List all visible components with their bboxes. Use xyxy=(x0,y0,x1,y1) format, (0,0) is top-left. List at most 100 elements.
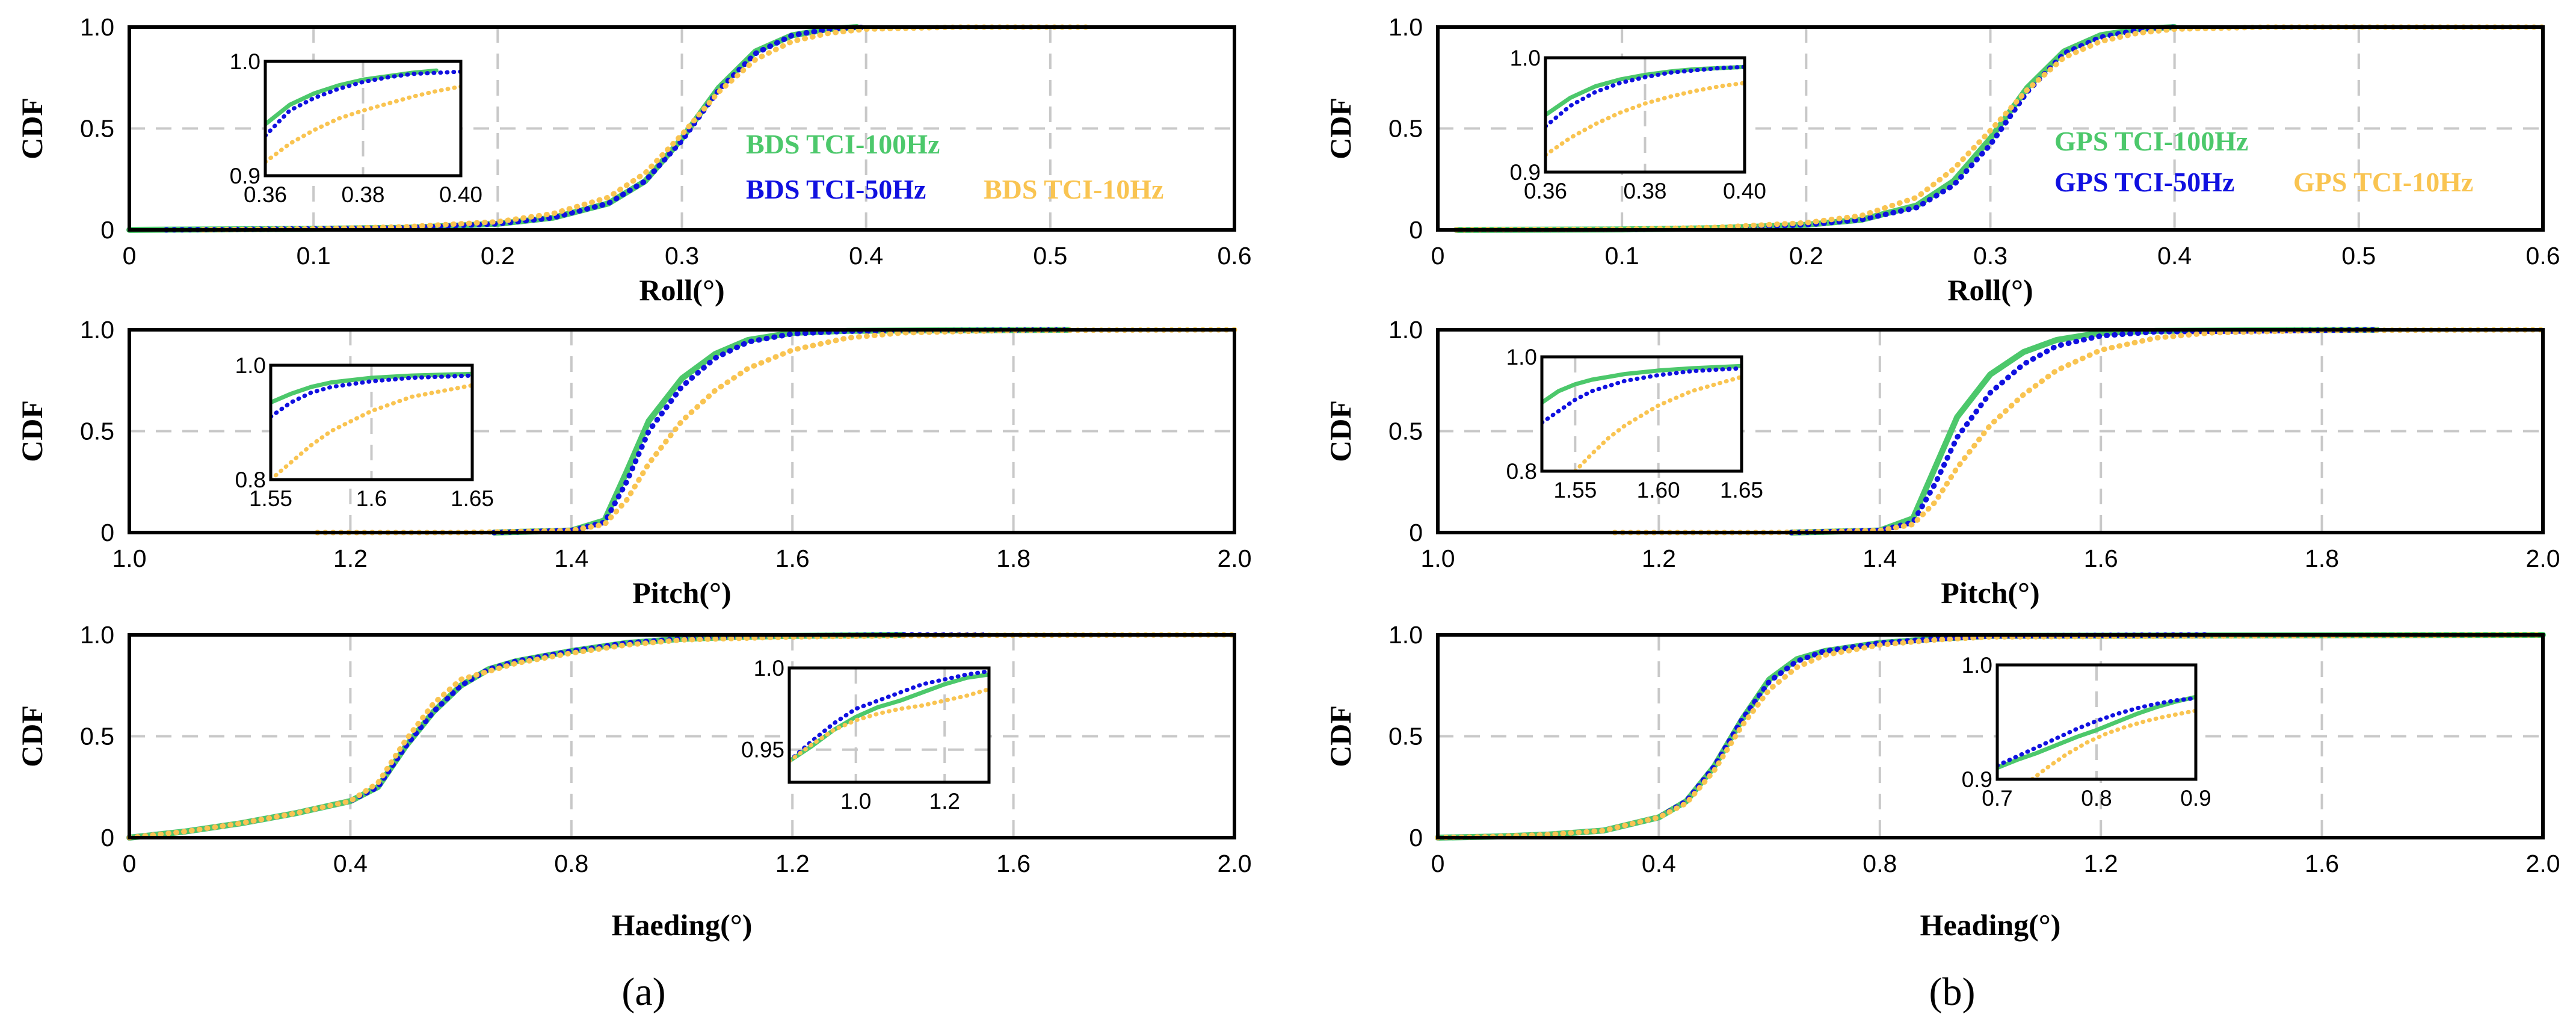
y-axis-label: CDF xyxy=(15,705,49,767)
series-line-tci-100hz xyxy=(1788,327,2380,536)
x-tick-label: 1.6 xyxy=(2305,850,2339,877)
x-tick-label: 2.0 xyxy=(2526,850,2560,877)
inset-x-tick-label: 0.36 xyxy=(244,182,287,207)
inset-x-tick-label: 0.36 xyxy=(1524,179,1567,203)
inset-y-tick-label: 0.9 xyxy=(230,164,260,188)
x-axis-label: Pitch(°) xyxy=(1941,576,2039,610)
inset-a-roll: 0.36 0.38 0.40 0.9 1.0 xyxy=(230,49,482,207)
x-tick-label: 0.2 xyxy=(1789,242,1823,270)
x-tick-label: 1.6 xyxy=(775,545,810,572)
inset-x-tick-label: 1.0 xyxy=(840,789,871,814)
legend-entry-tci-10hz: GPS TCI-10Hz xyxy=(2293,167,2473,197)
inset-x-tick-label: 1.2 xyxy=(929,789,960,814)
series-line-tci-10hz xyxy=(1435,632,2546,841)
plot-frame xyxy=(128,328,1236,534)
x-tick-label: 0.4 xyxy=(1642,850,1676,877)
inset-x-tick-label: 1.55 xyxy=(1553,478,1597,502)
x-tick-label: 0.8 xyxy=(554,850,588,877)
inset-x-tick-label: 0.8 xyxy=(2081,786,2112,811)
x-tick-label: 1.2 xyxy=(775,850,810,877)
inset-series-line-tci-50hz xyxy=(271,373,472,419)
caption-b: (b) xyxy=(1929,970,1976,1014)
inset-y-tick-label: 1.0 xyxy=(1506,345,1537,369)
x-tick-label: 0.5 xyxy=(2341,242,2376,270)
inset-b-heading: 0.7 0.8 0.9 0.9 1.0 xyxy=(1962,653,2211,811)
y-tick-label: 0 xyxy=(100,216,114,244)
x-axis-label: Pitch(°) xyxy=(632,576,731,610)
inset-x-tick-label: 0.40 xyxy=(1723,179,1766,203)
inset-series-line-tci-50hz xyxy=(265,69,461,138)
plot-frame xyxy=(1436,25,2545,232)
y-tick-label: 0 xyxy=(100,519,114,546)
inset-y-tick-label: 0.8 xyxy=(1506,459,1537,484)
x-tick-label: 1.4 xyxy=(1863,545,1897,572)
plot-frame xyxy=(1436,633,2545,839)
y-tick-label: 0.5 xyxy=(80,723,114,750)
inset-x-tick-label: 0.40 xyxy=(439,182,482,207)
inset-series-line-tci-50hz xyxy=(1545,64,1745,129)
legend-entry-tci-10hz: BDS TCI-10Hz xyxy=(984,174,1163,205)
inset-x-tick-label: 1.65 xyxy=(451,486,494,511)
x-tick-label: 0.4 xyxy=(2157,242,2192,270)
series-line-tci-50hz xyxy=(491,327,1071,536)
inset-x-tick-label: 1.65 xyxy=(1720,478,1763,502)
x-tick-label: 0 xyxy=(123,850,137,877)
inset-frame xyxy=(787,666,991,784)
inset-x-tick-label: 0.9 xyxy=(2180,786,2211,811)
y-tick-label: 1.0 xyxy=(80,316,114,344)
x-axis-label: Roll(°) xyxy=(639,273,724,307)
y-tick-label: 0 xyxy=(1409,824,1423,851)
inset-area xyxy=(789,668,989,782)
y-tick-label: 1.0 xyxy=(1388,13,1423,41)
x-tick-label: 1.2 xyxy=(333,545,368,572)
inset-series-line-tci-10hz xyxy=(271,383,472,480)
x-axis-label: Roll(°) xyxy=(1947,273,2033,307)
x-tick-label: 2.0 xyxy=(2526,545,2560,572)
inset-series-line-tci-100hz xyxy=(1542,363,1742,405)
inset-frame xyxy=(1540,355,1743,473)
legend-entry-tci-50hz: GPS TCI-50Hz xyxy=(2054,167,2234,197)
y-axis-label: CDF xyxy=(1323,400,1357,462)
x-tick-label: 2.0 xyxy=(1218,545,1252,572)
inset-y-tick-label: 0.9 xyxy=(1962,767,1992,792)
x-tick-label: 1.6 xyxy=(996,850,1031,877)
inset-series-line-tci-10hz xyxy=(265,84,461,164)
chart-b-pitch: 1.0 1.2 1.4 1.6 1.8 2.0 0 0.5 1.0 Pitch(°) CDF 1.55… xyxy=(1323,316,2560,610)
inset-series-line-tci-10hz xyxy=(1573,374,1742,471)
x-axis-label: Heading(°) xyxy=(1920,908,2061,942)
plot-area xyxy=(129,635,1234,838)
x-tick-label: 0.3 xyxy=(665,242,699,270)
inset-b-pitch: 1.55 1.60 1.65 0.8 1.0 xyxy=(1506,345,1763,502)
legend-entry-tci-100hz: GPS TCI-100Hz xyxy=(2054,126,2248,156)
inset-x-tick-label: 1.60 xyxy=(1637,478,1680,502)
plot-frame xyxy=(128,633,1236,839)
y-tick-label: 0.5 xyxy=(1388,115,1423,143)
x-tick-label: 1.8 xyxy=(2305,545,2339,572)
inset-series-line-tci-100hz xyxy=(271,371,472,405)
x-tick-label: 0.6 xyxy=(1218,242,1252,270)
inset-series-line-tci-50hz xyxy=(1997,696,2196,768)
x-tick-label: 0.4 xyxy=(849,242,883,270)
inset-x-tick-label: 0.38 xyxy=(1623,179,1666,203)
series-line-tci-10hz xyxy=(1453,24,2546,233)
inset-y-tick-label: 1.0 xyxy=(235,353,266,378)
x-tick-label: 1.4 xyxy=(554,545,588,572)
inset-y-tick-label: 0.95 xyxy=(741,738,784,762)
inset-series-line-tci-10hz xyxy=(789,687,989,764)
caption-a: (a) xyxy=(621,970,665,1014)
inset-x-tick-label: 0.7 xyxy=(1982,786,2012,811)
x-tick-label: 1.2 xyxy=(1642,545,1676,572)
inset-series-line-tci-10hz xyxy=(1545,81,1745,157)
y-tick-label: 0.5 xyxy=(1388,723,1423,750)
y-tick-label: 0 xyxy=(1409,216,1423,244)
x-tick-label: 0.5 xyxy=(1033,242,1067,270)
series-line-tci-50hz xyxy=(163,24,869,233)
x-tick-label: 0.6 xyxy=(2526,242,2560,270)
chart-a-roll: 0 0.1 0.2 0.3 0.4 0.5 0.6 0 0.5 1.0 Roll(°) CDF BDS … xyxy=(15,13,1252,307)
x-tick-label: 0.4 xyxy=(333,850,368,877)
plot-frame xyxy=(1436,328,2545,534)
y-tick-label: 1.0 xyxy=(80,621,114,649)
inset-y-tick-label: 1.0 xyxy=(1510,46,1541,70)
inset-a-heading: 1.0 1.2 0.95 1.0 xyxy=(741,656,991,814)
x-tick-label: 1.8 xyxy=(996,545,1031,572)
